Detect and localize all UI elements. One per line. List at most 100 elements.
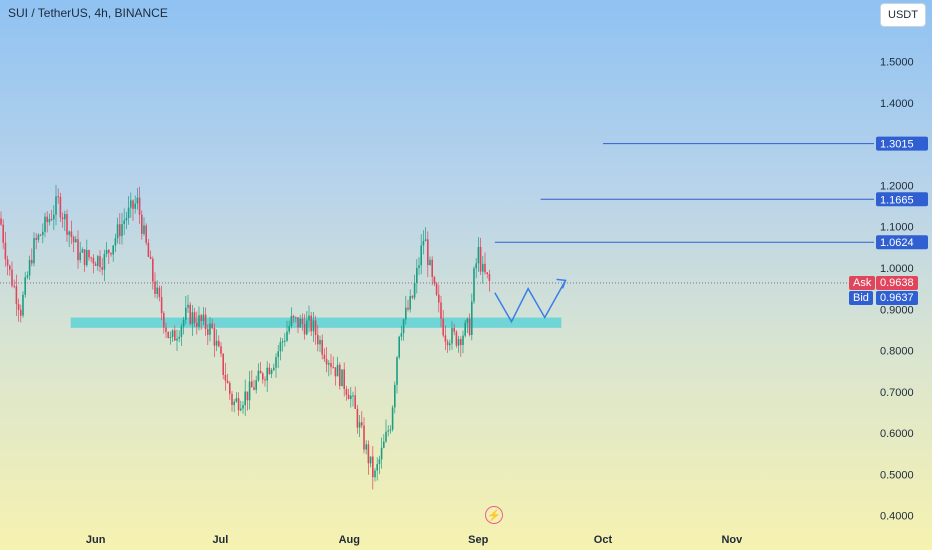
candle-body [336, 364, 339, 377]
candle-body [202, 314, 205, 321]
candle-body [6, 259, 9, 266]
candle-body [180, 326, 183, 337]
candle-body [264, 379, 266, 381]
candle-body [317, 334, 319, 345]
candle-body [2, 224, 4, 243]
y-tick-label: 0.5000 [880, 469, 914, 481]
candle-body [171, 330, 174, 337]
candle-body [453, 328, 455, 332]
y-tick-label: 1.0000 [880, 263, 914, 275]
candle-body [253, 387, 255, 390]
candle-body [420, 245, 422, 266]
level-price-tag [876, 192, 928, 207]
candle-body [211, 323, 213, 329]
candle-body [471, 301, 473, 335]
level-price-tag [876, 235, 928, 250]
candle-body [68, 231, 70, 235]
candle-body [141, 214, 143, 234]
candle-body [376, 464, 378, 471]
candle-body [341, 369, 343, 387]
candle-body [35, 238, 37, 240]
candle-body [367, 444, 370, 464]
candle-body [81, 249, 84, 253]
candle-body [193, 312, 196, 323]
candle-body [323, 354, 326, 360]
candle-body [204, 314, 207, 330]
candle-body [86, 250, 88, 266]
candle-body [178, 336, 180, 339]
candle-body [11, 269, 13, 286]
candle-body [22, 294, 24, 316]
candle-body [385, 431, 387, 442]
x-tick-label: Aug [339, 534, 360, 546]
candle-body [237, 398, 240, 411]
currency-unit-button[interactable]: USDT [880, 3, 926, 27]
candle-body [328, 363, 330, 365]
candle-body [46, 216, 48, 223]
candle-body [174, 330, 176, 341]
ask-price-tag: 0.9638 [876, 275, 918, 290]
candle-body [446, 341, 449, 346]
candle-body [191, 312, 194, 324]
x-tick-label: Nov [721, 534, 743, 546]
candle-body [44, 216, 46, 232]
candle-body [303, 323, 306, 335]
candle-body [20, 309, 22, 316]
candle-body [77, 239, 79, 261]
candle-body [169, 336, 172, 338]
ask-label: Ask [849, 275, 876, 290]
candle-body [455, 331, 458, 346]
candle-body [125, 218, 128, 221]
y-tick-label: 1.4000 [880, 98, 914, 110]
candle-body [187, 304, 189, 308]
candle-body [13, 285, 15, 287]
candle-body [380, 447, 383, 460]
candle-body [396, 357, 398, 385]
candle-body [427, 239, 429, 266]
y-tick-label: 0.7000 [880, 387, 914, 399]
candle-body [284, 340, 286, 342]
level-price-label: 1.3015 [880, 139, 914, 151]
candle-body [240, 408, 242, 411]
candle-body [475, 263, 477, 269]
candle-body [405, 307, 407, 320]
candle-body [130, 200, 132, 208]
lightning-icon[interactable]: ⚡ [485, 506, 503, 524]
candle-body [277, 351, 279, 358]
candle-body [198, 315, 200, 327]
candle-body [158, 287, 161, 297]
candle-body [295, 317, 297, 319]
candle-body [163, 313, 165, 328]
candle-body [121, 223, 123, 237]
candle-body [330, 363, 332, 367]
candle-body [17, 304, 20, 310]
candle-body [28, 259, 31, 276]
candle-body [251, 381, 253, 388]
candle-body [451, 328, 453, 344]
bid-price-tag: 0.9637 [876, 290, 918, 305]
candle-body [442, 318, 444, 336]
candle-body [37, 234, 40, 240]
candle-body [0, 218, 2, 225]
candle-body [149, 256, 152, 259]
projection-path [494, 280, 567, 324]
candle-body [64, 214, 66, 220]
candle-body [152, 258, 154, 282]
candle-body [222, 353, 224, 375]
candle-body [321, 340, 323, 355]
candle-body [290, 315, 293, 326]
candle-body [262, 373, 264, 380]
candle-body [468, 318, 471, 335]
candle-body [301, 318, 304, 324]
candle-body [4, 242, 7, 260]
candle-body [259, 370, 262, 374]
candle-body [288, 325, 290, 332]
candle-body [165, 327, 167, 332]
candle-body [457, 339, 460, 346]
candle-body [394, 384, 396, 408]
candle-body [185, 307, 187, 320]
candle-body [176, 338, 178, 341]
candle-body [433, 276, 436, 284]
candle-body [255, 380, 257, 390]
